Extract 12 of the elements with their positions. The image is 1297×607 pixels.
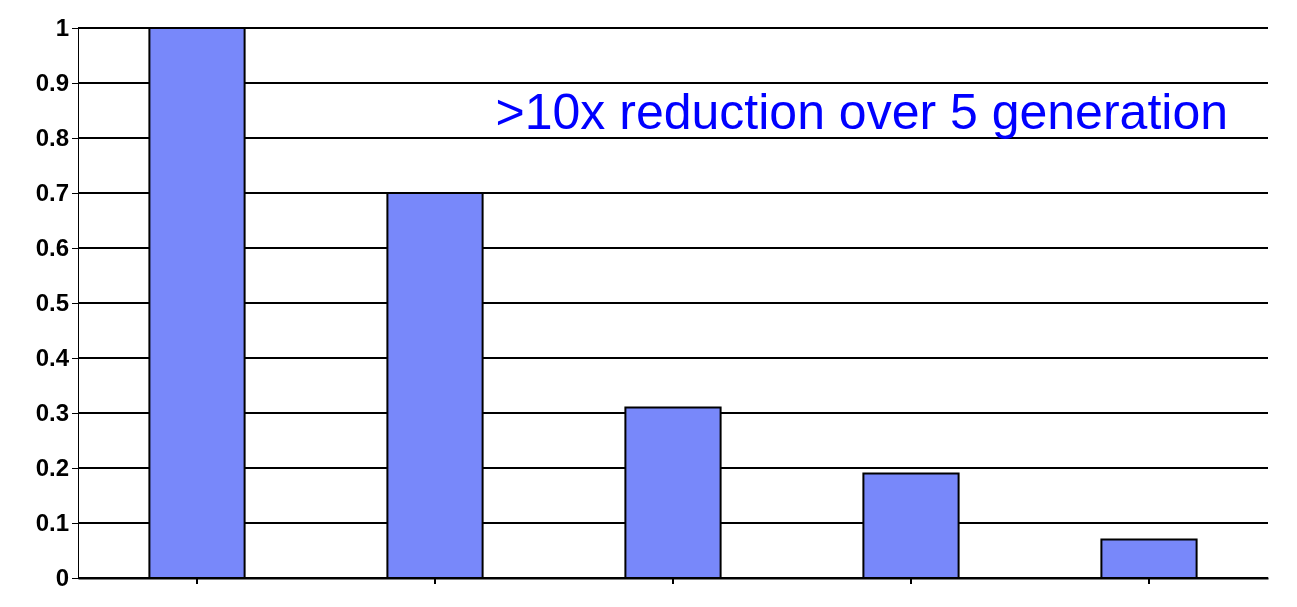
y-tick-label: 0.4 — [35, 344, 70, 372]
y-tick-label: 0.5 — [35, 289, 69, 317]
y-tick-label: 0.7 — [35, 179, 69, 207]
annotation: >10x reduction over 5 generation — [495, 83, 1228, 140]
y-tick-label: 1 — [55, 14, 69, 42]
y-tick-label: 0.1 — [35, 509, 69, 537]
y-tick-label: 0.9 — [35, 69, 69, 97]
y-tick-label: 0.6 — [35, 234, 69, 262]
y-tick-label: 0.3 — [35, 399, 69, 427]
y-tick-label: 0 — [55, 564, 69, 592]
y-tick-label: 0.2 — [35, 454, 69, 482]
y-tick-label: 0.8 — [35, 124, 69, 152]
